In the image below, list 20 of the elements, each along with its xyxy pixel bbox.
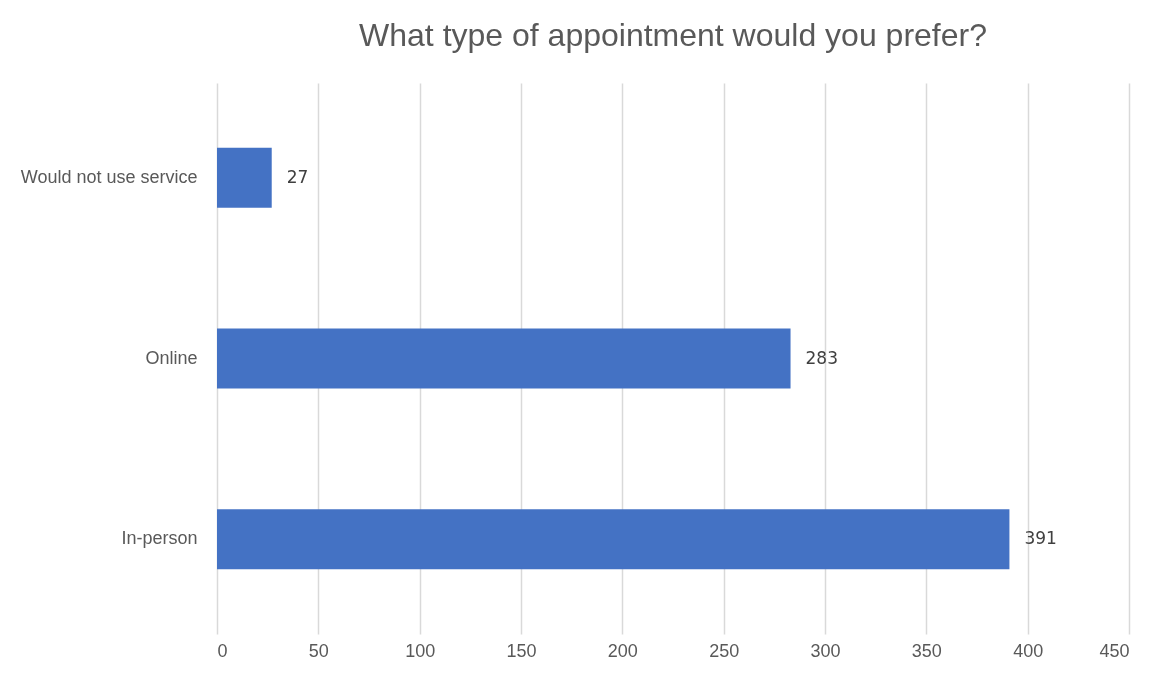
x-tick-label: 0 xyxy=(217,640,228,661)
data-label: 283 xyxy=(805,347,838,368)
chart-title: What type of appointment would you prefer? xyxy=(359,17,987,53)
y-tick-label: In-person xyxy=(121,528,198,549)
x-tick-label: 400 xyxy=(1013,640,1044,661)
data-label: 27 xyxy=(286,166,309,187)
x-tick-label: 200 xyxy=(607,640,638,661)
x-tick-label: 250 xyxy=(709,640,740,661)
bar xyxy=(217,509,1010,570)
y-tick-label: Would not use service xyxy=(20,166,198,187)
x-tick-label: 450 xyxy=(1099,640,1130,661)
bar xyxy=(217,147,272,208)
y-tick-label: Online xyxy=(145,347,198,368)
x-tick-label: 150 xyxy=(506,640,537,661)
x-tick-label: 350 xyxy=(911,640,942,661)
data-label: 391 xyxy=(1024,528,1057,549)
x-tick-label: 50 xyxy=(308,640,329,661)
x-tick-label: 100 xyxy=(405,640,436,661)
bar xyxy=(217,328,791,389)
x-tick-label: 300 xyxy=(810,640,841,661)
